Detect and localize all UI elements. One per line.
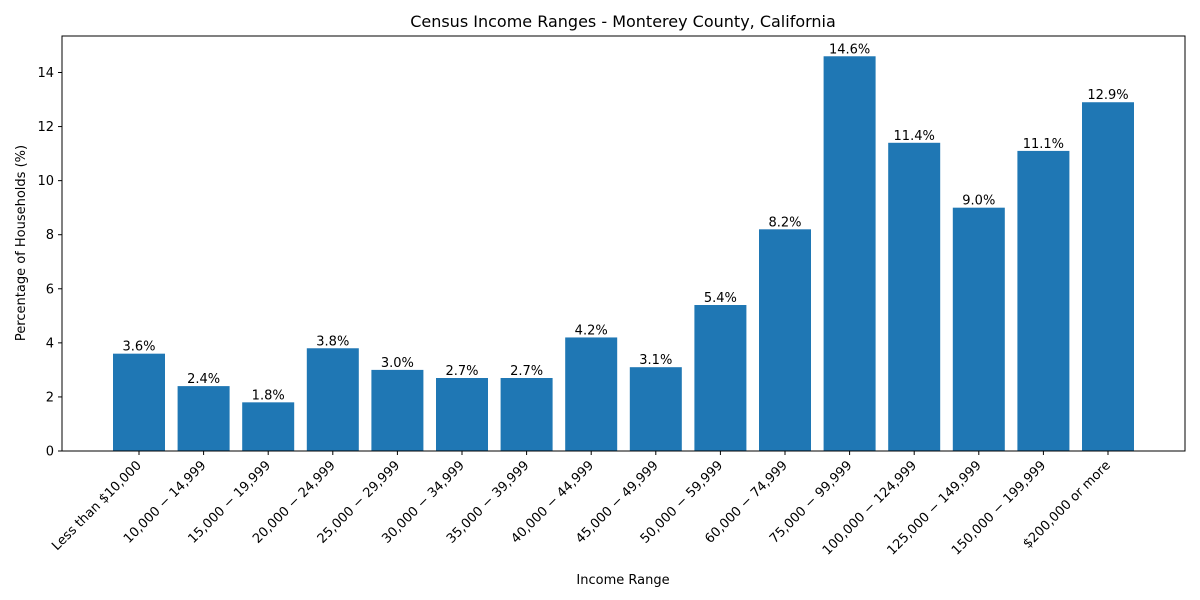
bar-value-label: 3.0%	[381, 356, 414, 371]
y-tick-label: 8	[46, 228, 54, 243]
bar	[113, 353, 165, 451]
bar-value-label: 3.8%	[316, 334, 349, 349]
bar-value-label: 2.7%	[445, 364, 478, 379]
bar-value-label: 14.6%	[829, 42, 870, 57]
data-labels-group: 3.6% 2.4% 1.8% 3.8% 3.0% 2.7% 2.7% 4.2% 3.1% 5.4%…	[122, 42, 1128, 403]
bar	[500, 378, 553, 451]
bar	[177, 386, 230, 451]
bar-value-label: 3.1%	[639, 353, 672, 368]
bar-value-label: 11.4%	[894, 129, 935, 144]
bar	[306, 348, 359, 451]
x-axis-label: Income Range	[576, 573, 669, 588]
bar-value-label: 1.8%	[252, 388, 285, 403]
bar-value-label: 11.1%	[1023, 137, 1064, 152]
y-axis: 0 2 4 6 8 10 12 14	[37, 66, 62, 460]
bar	[1082, 102, 1134, 451]
y-tick-label: 12	[37, 120, 54, 135]
y-tick-label: 10	[37, 174, 54, 189]
bar	[759, 229, 811, 451]
y-tick-label: 6	[46, 282, 54, 297]
bar	[371, 369, 424, 451]
y-tick-label: 14	[37, 66, 54, 81]
bar	[888, 142, 941, 451]
bar	[565, 337, 618, 451]
bar	[952, 207, 1005, 451]
y-axis-label: Percentage of Households (%)	[14, 145, 29, 341]
bar	[694, 305, 747, 451]
bar	[242, 402, 295, 451]
bar	[823, 56, 876, 451]
y-tick-label: 0	[46, 445, 54, 460]
bar-value-label: 4.2%	[575, 323, 608, 338]
bar-value-label: 2.7%	[510, 364, 543, 379]
plot-frame	[61, 35, 1186, 452]
bar	[629, 367, 682, 451]
bars-group	[113, 56, 1134, 451]
y-tick-label: 4	[46, 336, 54, 351]
bar-value-label: 9.0%	[962, 194, 995, 209]
bar	[1017, 150, 1070, 451]
chart-title: Census Income Ranges - Monterey County, …	[410, 12, 836, 31]
bar-value-label: 12.9%	[1087, 88, 1128, 103]
bar-value-label: 3.6%	[122, 340, 155, 355]
bar-value-label: 8.2%	[768, 215, 801, 230]
bar-value-label: 2.4%	[187, 372, 220, 387]
y-tick-label: 2	[46, 390, 54, 405]
bar	[436, 378, 488, 451]
bar-value-label: 5.4%	[704, 291, 737, 306]
